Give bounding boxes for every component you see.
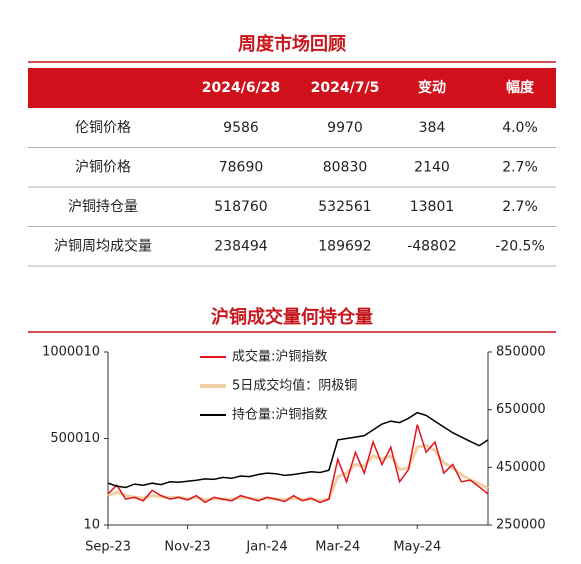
y2-tick-label: 850000 — [496, 345, 546, 360]
table-cell: 2.7% — [502, 199, 538, 215]
table-cell: 532561 — [318, 199, 371, 215]
chart-title: 沪铜成交量何持仓量 — [211, 306, 373, 328]
legend-label: 成交量:沪铜指数 — [232, 349, 327, 365]
y-tick-label: 1000010 — [42, 345, 100, 360]
x-tick-label: May-24 — [393, 540, 441, 555]
table-header-cell: 幅度 — [506, 79, 535, 96]
table-cell: 384 — [419, 120, 446, 136]
y2-tick-label: 450000 — [496, 460, 546, 475]
table-cell: 9970 — [327, 120, 363, 136]
table-cell: 189692 — [318, 239, 371, 255]
y-tick-label: 500010 — [50, 431, 100, 446]
y2-tick-label: 650000 — [496, 402, 546, 417]
series-line — [107, 411, 489, 489]
table-header-band — [28, 68, 556, 108]
table-cell: 2.7% — [502, 160, 538, 176]
y2-tick-label: 250000 — [496, 518, 546, 533]
table-header-cell: 2024/6/28 — [202, 80, 280, 96]
series-line — [107, 424, 489, 504]
x-tick-label: Nov-23 — [164, 540, 210, 555]
table-cell: 13801 — [410, 199, 455, 215]
legend-label: 5日成交均值：阴极铜 — [232, 378, 357, 394]
table-cell: 沪铜周均成交量 — [54, 238, 152, 255]
x-tick-label: Sep-23 — [85, 540, 131, 555]
x-tick-label: Jan-24 — [245, 540, 287, 555]
table-cell: 伦铜价格 — [75, 120, 131, 136]
table-cell: 9586 — [223, 120, 259, 136]
y-tick-label: 10 — [83, 518, 100, 533]
table-cell: 沪铜价格 — [75, 160, 131, 176]
table-cell: 4.0% — [502, 120, 538, 136]
legend-label: 持仓量:沪铜指数 — [232, 407, 327, 423]
table-cell: 78690 — [219, 160, 264, 176]
table-cell: 2140 — [414, 160, 450, 176]
table-cell: 238494 — [214, 239, 268, 255]
table-cell: -48802 — [407, 239, 457, 255]
table-header-cell: 变动 — [418, 79, 446, 96]
table-header-cell: 2024/7/5 — [311, 80, 380, 96]
table-cell: 沪铜持仓量 — [68, 199, 138, 215]
table-cell: 80830 — [323, 160, 368, 176]
table-cell: -20.5% — [495, 239, 545, 255]
x-tick-label: Mar-24 — [315, 540, 360, 555]
table-cell: 518760 — [214, 199, 267, 215]
table-title: 周度市场回顾 — [238, 33, 346, 55]
